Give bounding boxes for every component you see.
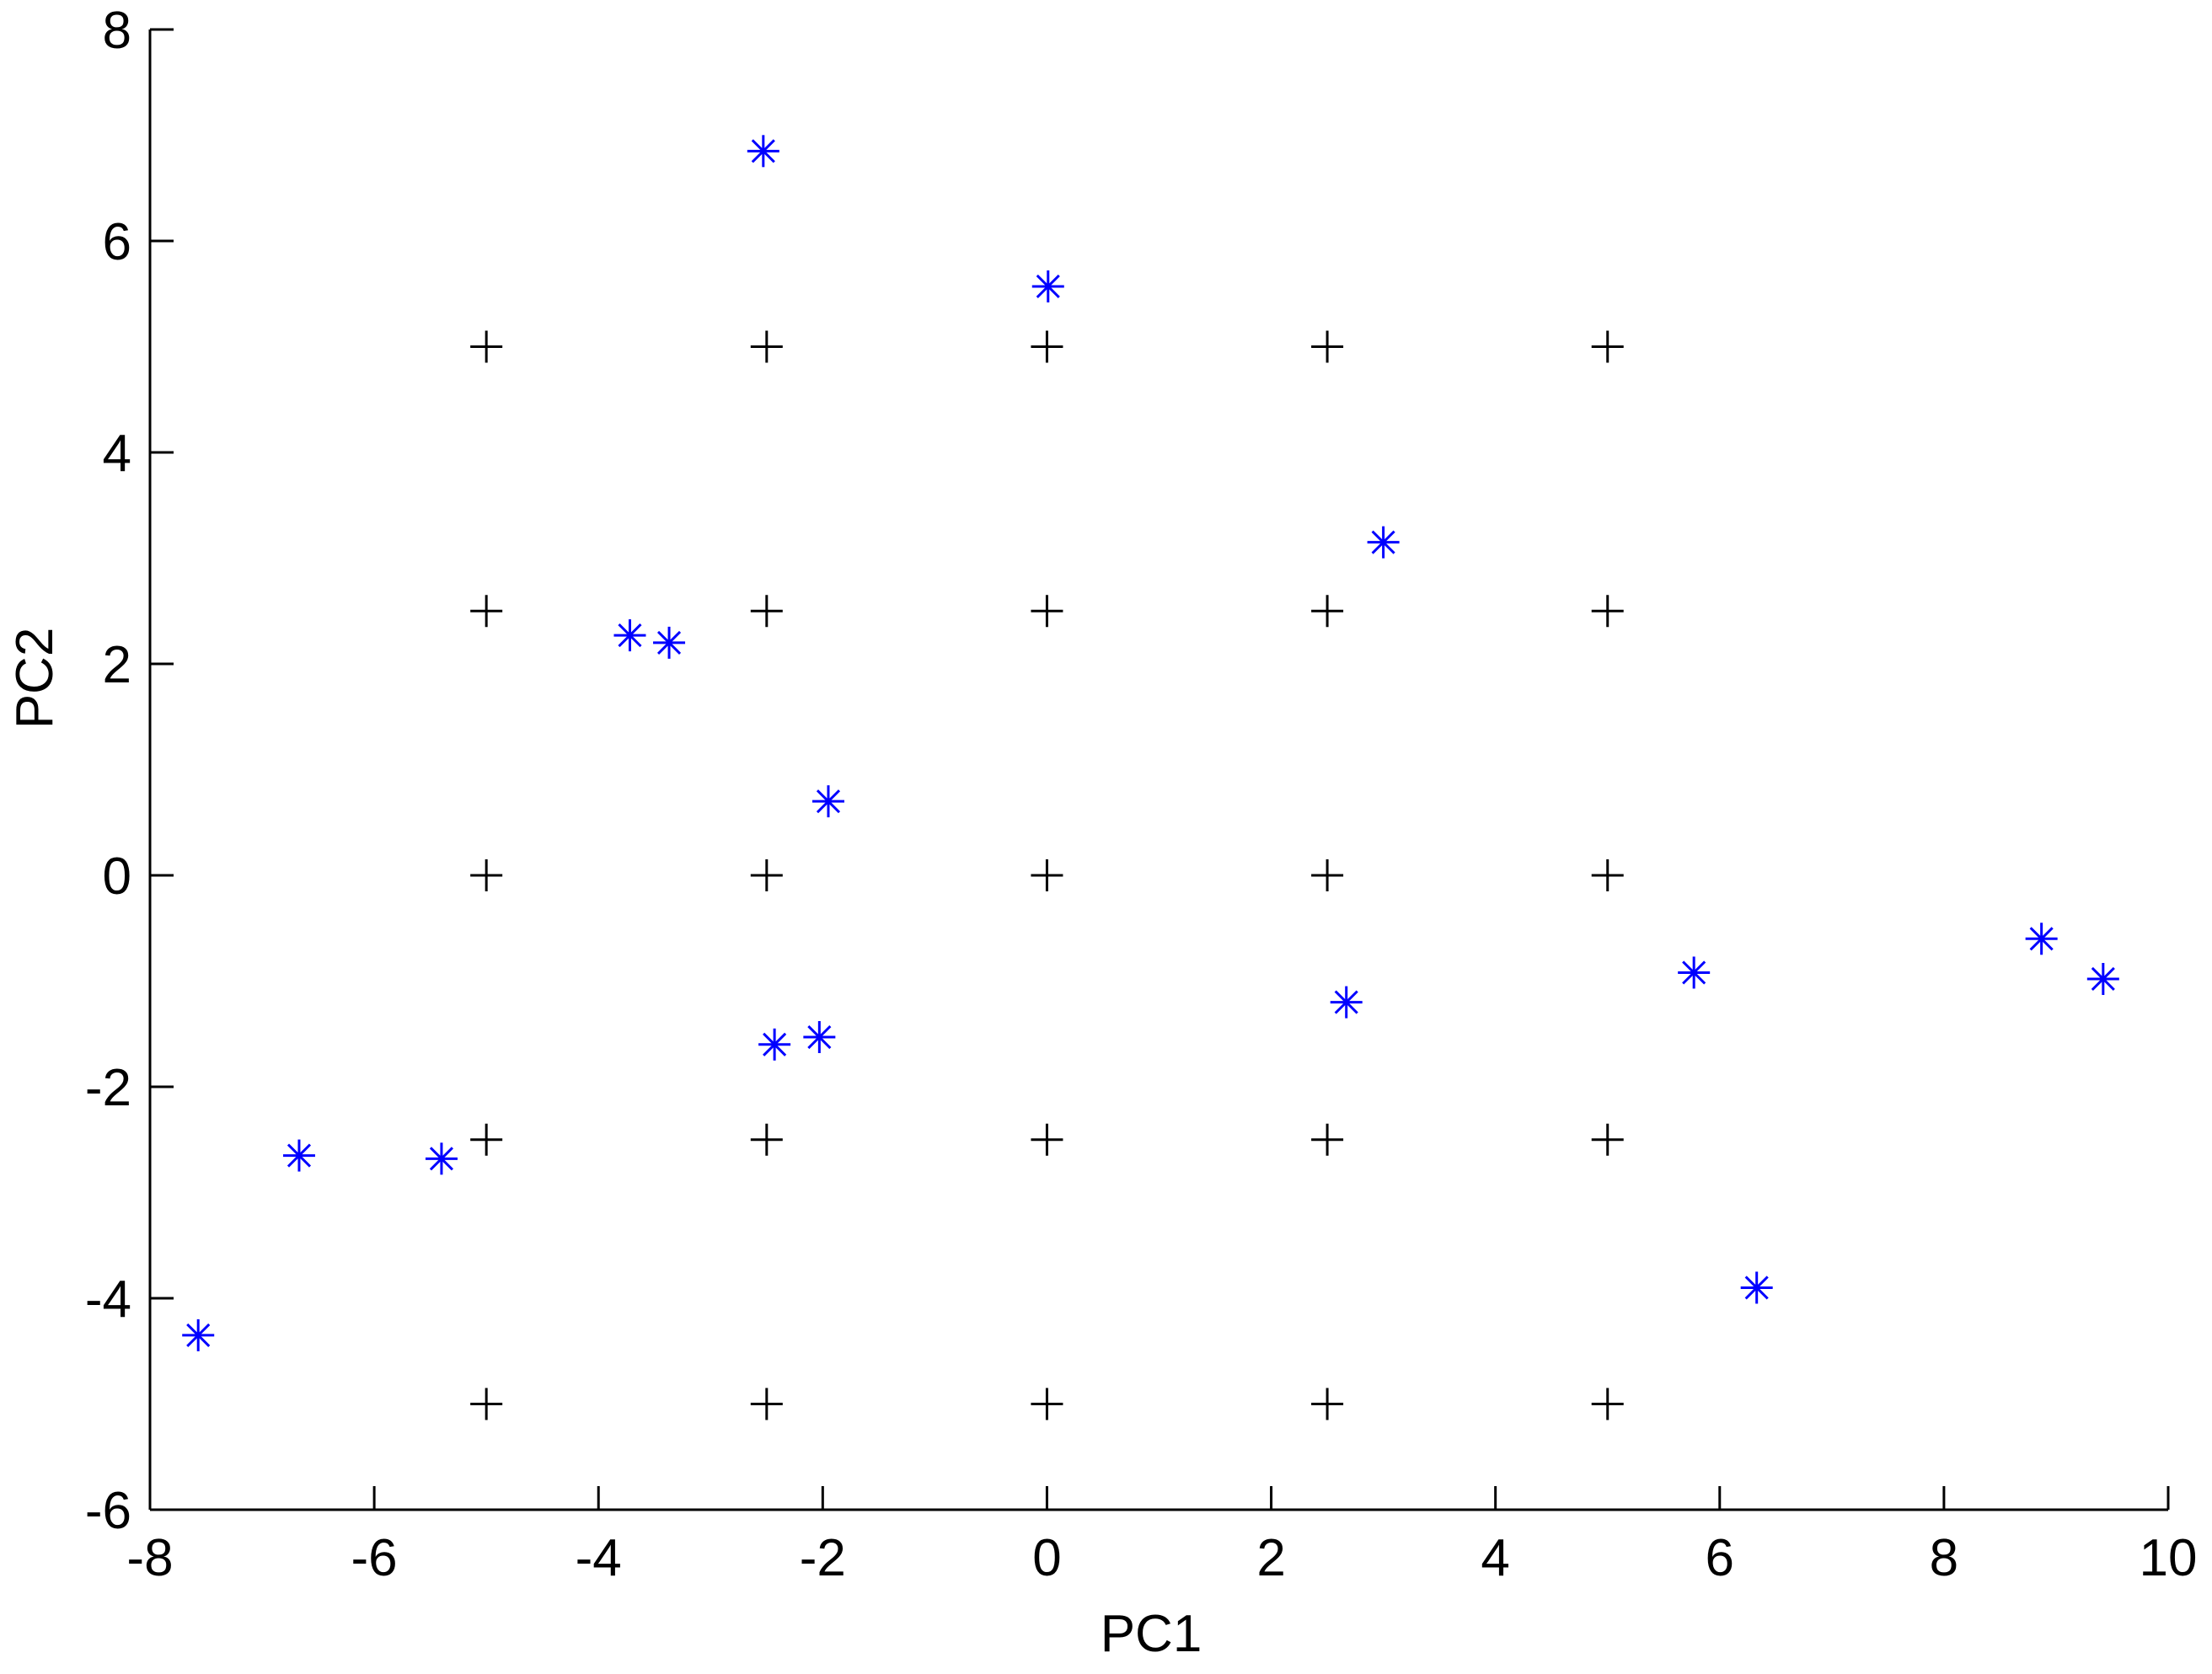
- plus-marker: [750, 330, 783, 363]
- plus-marker: [1031, 1123, 1063, 1156]
- plus-marker: [750, 1123, 783, 1156]
- y-tick-label: 0: [103, 848, 131, 906]
- asterisk-stroke: [1682, 960, 1706, 985]
- plus-marker: [750, 1388, 783, 1420]
- plus-marker: [1031, 1388, 1063, 1420]
- y-tick-label: -4: [85, 1270, 131, 1329]
- y-tick-label: 8: [103, 2, 131, 60]
- asterisk-stroke: [751, 139, 775, 163]
- x-tick-label: 2: [1256, 1529, 1285, 1587]
- asterisk-stroke: [287, 1143, 312, 1168]
- y-tick-label: -6: [85, 1482, 131, 1540]
- y-tick-label: 4: [103, 425, 131, 483]
- asterisk-marker: [1678, 956, 1711, 989]
- asterisk-stroke: [816, 789, 841, 814]
- plus-marker: [1591, 1388, 1624, 1420]
- plus-marker: [1591, 595, 1624, 628]
- asterisk-stroke: [1334, 990, 1358, 1014]
- asterisk-marker: [1031, 270, 1064, 302]
- asterisk-marker: [1740, 1271, 1773, 1304]
- asterisk-marker: [653, 626, 686, 659]
- plus-marker: [750, 859, 783, 891]
- x-tick-label: -8: [126, 1529, 173, 1587]
- plus-marker: [470, 595, 503, 628]
- asterisk-marker: [747, 135, 779, 168]
- plus-marker: [1311, 1388, 1344, 1420]
- y-axis-title: PC2: [6, 628, 64, 730]
- plus-marker: [470, 1123, 503, 1156]
- plus-marker: [470, 1388, 503, 1420]
- data-markers: [182, 135, 2119, 1420]
- y-axis: -6 -4 -2 0 2 4 6 8: [85, 2, 174, 1540]
- y-tick-label: 2: [103, 636, 131, 694]
- asterisk-stroke: [656, 630, 682, 655]
- asterisk-marker: [182, 1318, 215, 1351]
- asterisk-stroke: [807, 1024, 832, 1050]
- asterisk-stroke: [429, 1147, 454, 1171]
- y-tick-label: -2: [85, 1059, 131, 1117]
- x-tick-label: 8: [1930, 1529, 1958, 1587]
- plus-marker: [470, 859, 503, 891]
- asterisk-stroke: [1744, 1276, 1769, 1300]
- asterisk-stroke: [186, 1323, 211, 1347]
- x-tick-label: -2: [800, 1529, 846, 1587]
- asterisk-stroke: [618, 623, 642, 648]
- asterisk-stroke: [2029, 927, 2054, 951]
- x-tick-label: 0: [1032, 1529, 1061, 1587]
- x-tick-label: 6: [1706, 1529, 1734, 1587]
- asterisk-marker: [811, 785, 844, 818]
- asterisk-marker: [613, 619, 646, 652]
- plus-marker: [1311, 1123, 1344, 1156]
- asterisk-marker: [282, 1139, 315, 1172]
- plus-marker: [1031, 595, 1063, 628]
- asterisk-marker: [2025, 923, 2058, 955]
- plus-marker: [1311, 859, 1344, 891]
- plus-marker: [1311, 595, 1344, 628]
- asterisk-marker: [1330, 986, 1363, 1019]
- asterisk-marker: [1367, 526, 1400, 559]
- plus-marker: [1311, 330, 1344, 363]
- x-tick-label: 10: [2140, 1529, 2198, 1587]
- y-tick-label: 6: [103, 213, 131, 271]
- plus-marker: [1591, 859, 1624, 891]
- x-axis-title: PC1: [1101, 1605, 1202, 1663]
- asterisk-marker: [2086, 962, 2119, 995]
- asterisk-stroke: [763, 1032, 787, 1056]
- x-axis: -8 -6 -4 -2 0 2 4 6 8 10: [126, 1486, 2197, 1587]
- plus-marker: [1591, 330, 1624, 363]
- plus-marker: [1031, 859, 1063, 891]
- plus-marker: [750, 595, 783, 628]
- plot-area: [148, 29, 2168, 1511]
- x-tick-label: -6: [351, 1529, 398, 1587]
- plus-marker: [470, 330, 503, 363]
- x-tick-label: -4: [576, 1529, 622, 1587]
- x-tick-label: 4: [1481, 1529, 1509, 1587]
- asterisk-stroke: [2091, 966, 2115, 992]
- asterisk-stroke: [1036, 274, 1060, 299]
- asterisk-marker: [758, 1028, 791, 1061]
- plus-marker: [1591, 1123, 1624, 1156]
- asterisk-marker: [425, 1142, 458, 1175]
- asterisk-marker: [803, 1021, 836, 1054]
- asterisk-stroke: [1371, 530, 1395, 554]
- plus-marker: [1031, 330, 1063, 363]
